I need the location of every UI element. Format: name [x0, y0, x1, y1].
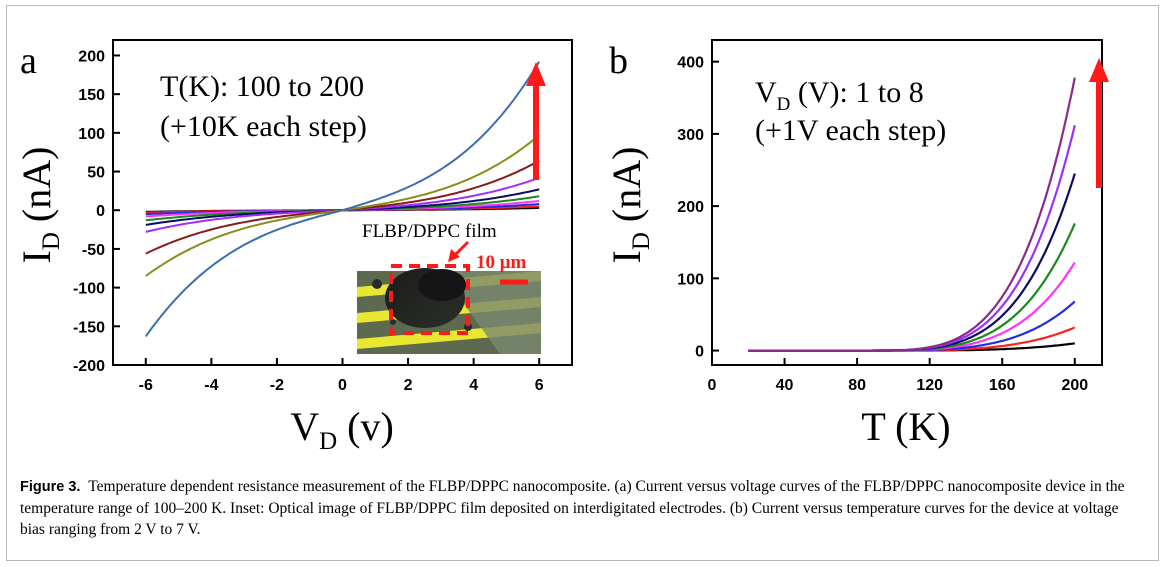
panel-a-ytick-label: 200 [78, 48, 105, 65]
panel-b-ylabel-main: I [604, 250, 649, 263]
panel-b-ylabel-sub: D [628, 232, 655, 250]
panel-b-ytick-label: 200 [677, 199, 704, 216]
panel-b-annotation-line2: (+1V each step) [755, 114, 946, 147]
panel-b-axes-frame [711, 39, 1103, 366]
figure-frame [6, 5, 1159, 561]
panel-a-xtick-label: 2 [404, 377, 413, 394]
panel-b-series-8 [748, 77, 1076, 352]
panel-b-xtick-label: 80 [848, 377, 866, 394]
panel-a-ylabel: ID (nA) [14, 147, 65, 264]
panel-a-ytick-label: -100 [73, 281, 105, 298]
panel-a-ticks: -6 -4 -2 0 2 4 6 -200 -150 -100 -50 0 50 100 150 200 [73, 48, 544, 394]
panel-b-series [748, 77, 1076, 352]
panel-b-xtick-label: 0 [708, 377, 717, 394]
panel-a-ylabel-sub: D [38, 232, 65, 250]
inset-scale-label: 10 μm [476, 252, 527, 273]
caption-text: Temperature dependent resistance measure… [20, 478, 1125, 538]
panel-a-annotation-line1: T(K): 100 to 200 [160, 70, 364, 103]
panel-a-xtick-label: 0 [338, 377, 347, 394]
panel-b-series-7 [748, 124, 1076, 352]
inset-optical-image: 10 μm [357, 240, 541, 354]
panel-b-xtick-label: 200 [1061, 377, 1088, 394]
panel-a: a -6 -4 -2 0 2 4 6-200-150-100-50050100150200 … [14, 39, 573, 455]
svg-text:ID (nA): ID (nA) [14, 147, 65, 264]
figure-caption: Figure 3. Temperature dependent resistan… [20, 476, 1145, 540]
panel-b-xlabel: T (K) [861, 404, 950, 449]
panel-b-xtick-label: 40 [776, 377, 794, 394]
figure-canvas: a -6 -4 -2 0 2 4 6-200-150-100-50050100150200 … [14, 39, 1109, 455]
panel-b-ytick-label: 300 [677, 127, 704, 144]
panel-a-series [144, 61, 541, 337]
panel-a-xtick-label: -4 [204, 377, 218, 394]
panel-b-ylabel: ID (nA) [604, 147, 655, 264]
inset-highlight-box [389, 264, 470, 335]
panel-a-xtick-label: 6 [535, 377, 544, 394]
panel-a-xtick-label: 4 [469, 377, 478, 394]
panel-b-ytick-label: 400 [677, 55, 704, 72]
panel-a-letter: a [20, 40, 37, 82]
panel-a-series-10 [144, 61, 541, 337]
panel-a-trend-arrow [526, 62, 546, 180]
panel-a-xtick-label: -6 [139, 377, 153, 394]
panel-b-trend-arrow [1089, 58, 1109, 188]
panel-a-xlabel-unit: (v) [337, 404, 394, 449]
panel-a-ytick-label: -200 [73, 358, 105, 375]
panel-a-ylabel-main: I [14, 250, 59, 263]
panel-b-xtick-label: 160 [989, 377, 1016, 394]
panel-b-annotation-rest: (V): 1 to 8 [790, 76, 923, 109]
caption-label: Figure 3. [20, 479, 81, 495]
svg-text:ID (nA): ID (nA) [604, 147, 655, 264]
panel-a-xtick-label: -2 [270, 377, 284, 394]
panel-b-ticks: 0 40 80 120 160 200 0 100 200 300 400 [677, 55, 1088, 394]
panel-a-ylabel-unit: (nA) [14, 147, 59, 233]
panel-a-xlabel-sub: D [319, 428, 337, 455]
inset-film-label: FLBP/DPPC film [362, 221, 497, 242]
panel-a-xlabel: VD (v) [290, 404, 394, 455]
panel-b-letter: b [609, 40, 628, 82]
panel-a-ytick-label: 150 [78, 87, 105, 104]
panel-b-xtick-label: 120 [916, 377, 943, 394]
panel-b-ytick-label: 0 [695, 344, 704, 361]
panel-a-ytick-label: -150 [73, 319, 105, 336]
panel-a-ytick-label: 0 [96, 203, 105, 220]
panel-b-annotation-line1: VD (V): 1 to 8 [755, 76, 924, 115]
panel-b-ylabel-unit: (nA) [604, 147, 649, 233]
panel-a-xlabel-main: V [290, 404, 319, 449]
panel-b-series-6 [748, 173, 1076, 352]
panel-b-ytick-label: 100 [677, 271, 704, 288]
panel-b-annotation-main: V [755, 76, 777, 109]
panel-a-ytick-label: 50 [87, 165, 105, 182]
panel-a-annotation-line2: (+10K each step) [160, 110, 367, 143]
panel-b-series-4 [748, 261, 1076, 352]
panel-b-annotation-sub: D [777, 94, 791, 115]
panel-a-ytick-label: -50 [82, 242, 105, 259]
panel-a-ytick-label: 100 [78, 126, 105, 143]
